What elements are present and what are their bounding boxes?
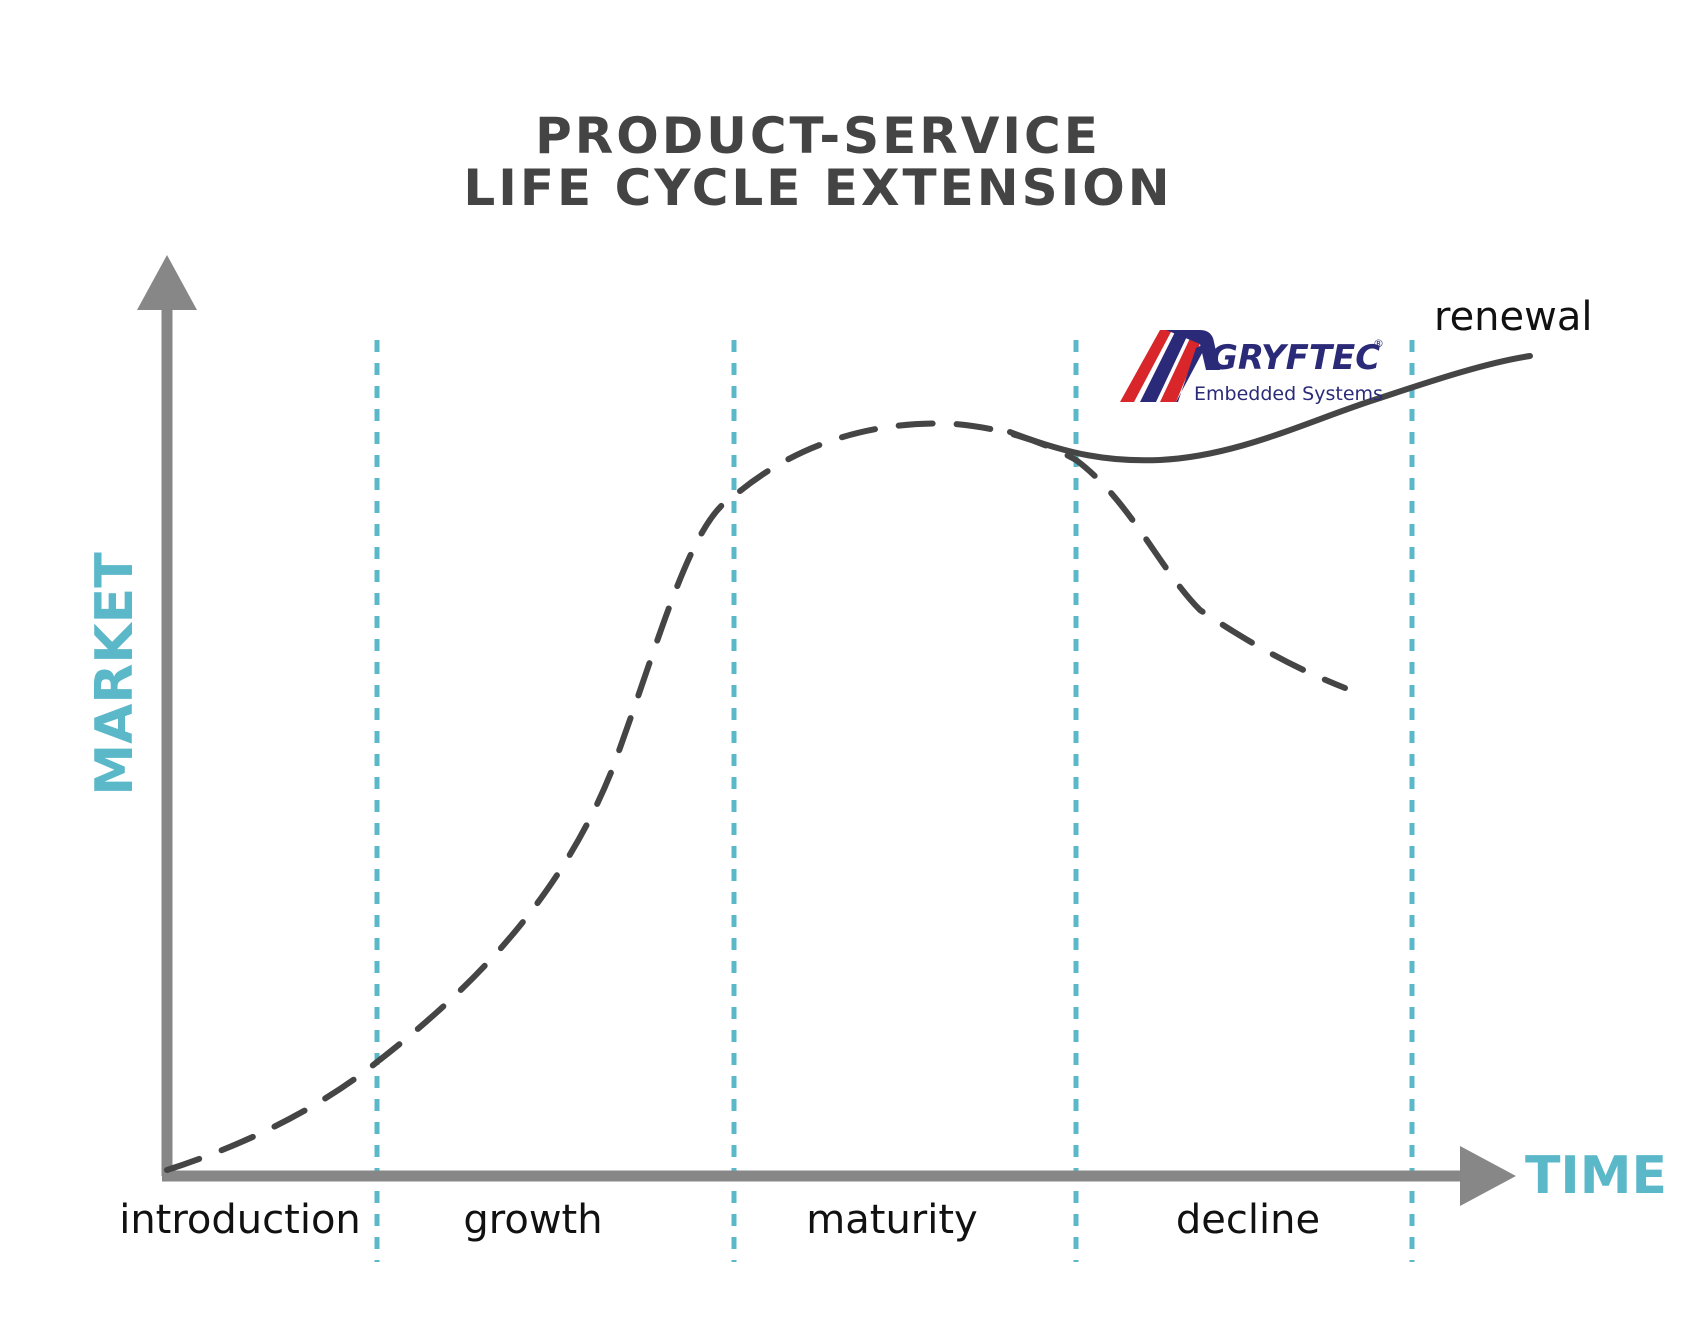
- axes: [137, 255, 1516, 1206]
- title-line-2: LIFE CYCLE EXTENSION: [463, 159, 1172, 217]
- stage-label-decline: decline: [1176, 1197, 1320, 1243]
- logo-arch: [1166, 330, 1220, 370]
- logo-stripe-red-2: [1160, 334, 1204, 402]
- logo-stripe-blue-1: [1140, 330, 1190, 402]
- renewal-label: renewal: [1434, 294, 1592, 340]
- stage-label-introduction: introduction: [119, 1197, 361, 1243]
- lifecycle-curve: [164, 420, 1348, 1173]
- stage-label-maturity: maturity: [806, 1197, 977, 1243]
- renewal-curve: [1007, 353, 1533, 464]
- logo-tagline: Embedded Systems: [1194, 383, 1383, 405]
- stage-dividers: [374, 340, 1415, 1262]
- y-axis-arrow-icon: [137, 255, 197, 310]
- logo-name: GRYFTEC: [1210, 338, 1380, 378]
- title-line-1: PRODUCT-SERVICE: [535, 107, 1101, 165]
- stage-label-growth: growth: [463, 1197, 602, 1243]
- logo-stripe-red: [1120, 330, 1172, 402]
- gryftec-logo: GRYFTEC ® Embedded Systems: [1120, 330, 1384, 405]
- x-axis-arrow-icon: [1460, 1146, 1516, 1206]
- logo-registered-mark: ®: [1373, 337, 1384, 350]
- x-axis-label: TIME: [1525, 1146, 1667, 1206]
- logo-stripe-blue-2: [1176, 342, 1208, 402]
- y-axis-label: MARKET: [85, 552, 145, 796]
